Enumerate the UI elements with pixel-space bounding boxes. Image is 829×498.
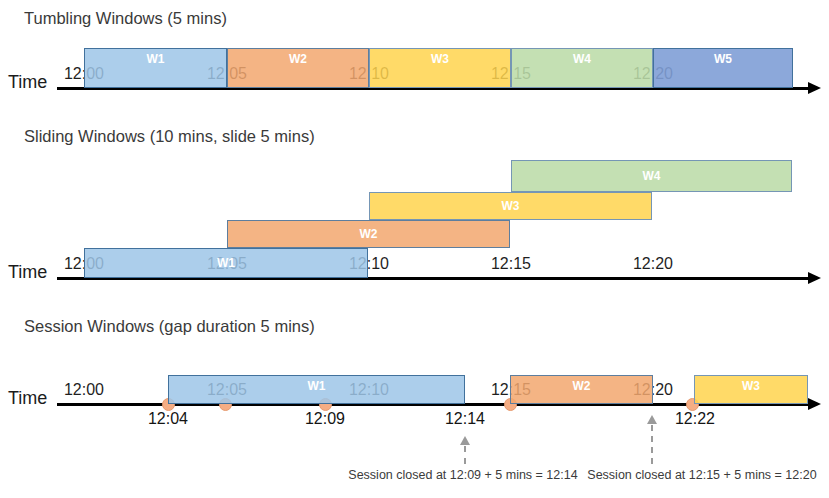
sliding-window-label-w3: W3 <box>370 199 651 213</box>
session-timeline-arrowhead-icon <box>808 398 821 410</box>
tumbling-window-label-w4: W4 <box>512 52 652 66</box>
session-tick-label-1200: 12:00 <box>52 381 116 399</box>
sliding-window-w1: W1 <box>84 248 368 278</box>
sliding-window-w4: W4 <box>511 160 792 192</box>
session-event-time-label-1209: 12:09 <box>290 410 360 428</box>
session-window-label-w2: W2 <box>511 379 652 393</box>
session-window-w2: W2 <box>510 375 653 404</box>
tumbling-window-label-w5: W5 <box>654 52 792 66</box>
session-event-time-label-1214: 12:14 <box>430 410 500 428</box>
session-window-label-w1: W1 <box>169 379 464 393</box>
sliding-window-label-w1: W1 <box>85 256 367 270</box>
session-time-axis-label: Time <box>8 388 47 408</box>
session-window-label-w3: W3 <box>695 379 807 393</box>
session-event-time-label-1222: 12:22 <box>660 410 730 428</box>
session-window-w3: W3 <box>694 375 808 404</box>
tumbling-window-label-w1: W1 <box>85 52 226 66</box>
session-title: Session Windows (gap duration 5 mins) <box>24 316 315 336</box>
tumbling-window-label-w3: W3 <box>370 52 510 66</box>
tumbling-window-label-w2: W2 <box>228 52 368 66</box>
tumbling-time-axis-label: Time <box>8 72 47 92</box>
session-closed-annotation-1: Session closed at 12:09 + 5 mins = 12:14 <box>343 468 583 483</box>
session-window-w1: W1 <box>168 375 465 404</box>
session-annotation-dashed-arrow-1 <box>464 446 466 464</box>
sliding-timeline-arrowhead-icon <box>808 272 821 284</box>
sliding-title: Sliding Windows (10 mins, slide 5 mins) <box>24 126 315 146</box>
sliding-tick-label-1215: 12:15 <box>479 255 543 273</box>
session-closed-annotation-2: Session closed at 12:15 + 5 mins = 12:20 <box>582 468 822 483</box>
tumbling-timeline-arrowhead-icon <box>808 82 821 94</box>
sliding-window-label-w4: W4 <box>512 169 791 183</box>
tumbling-window-w5: W5 <box>653 48 793 88</box>
sliding-window-w3: W3 <box>369 192 652 220</box>
sliding-time-axis-label: Time <box>8 262 47 282</box>
session-annotation-dashed-arrow-2 <box>651 425 653 464</box>
windowing-strategies-diagram: Tumbling Windows (5 mins) Sliding Window… <box>0 0 829 498</box>
tumbling-window-w2: W2 <box>227 48 369 88</box>
tumbling-window-w3: W3 <box>369 48 511 88</box>
sliding-window-w2: W2 <box>227 220 510 248</box>
session-annotation-arrowhead-icon-2 <box>647 415 657 424</box>
sliding-tick-label-1220: 12:20 <box>621 255 685 273</box>
tumbling-title: Tumbling Windows (5 mins) <box>24 8 227 28</box>
sliding-window-label-w2: W2 <box>228 227 509 241</box>
session-event-time-label-1204: 12:04 <box>133 410 203 428</box>
tumbling-window-w4: W4 <box>511 48 653 88</box>
tumbling-window-w1: W1 <box>84 48 227 88</box>
session-annotation-arrowhead-icon-1 <box>460 436 470 445</box>
